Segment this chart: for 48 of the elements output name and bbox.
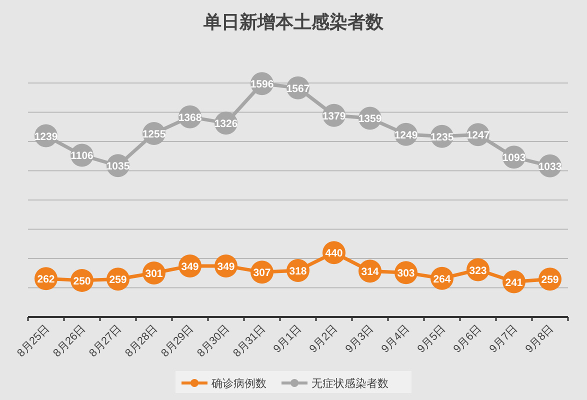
x-tick-label: 9月1日 — [271, 322, 304, 356]
data-label: 1106 — [70, 150, 94, 162]
x-tick-label: 8月25日 — [15, 322, 52, 360]
x-tick-label: 9月2日 — [307, 322, 340, 356]
data-label: 349 — [181, 260, 199, 273]
data-label: 307 — [253, 267, 271, 280]
legend-label: 确诊病例数 — [210, 377, 266, 390]
data-label: 241 — [505, 276, 523, 289]
x-tick-label: 8月27日 — [87, 322, 124, 360]
data-label: 264 — [433, 273, 451, 286]
x-tick-label: 8月28日 — [123, 322, 160, 360]
data-label: 1359 — [358, 113, 382, 126]
data-label: 1093 — [502, 152, 526, 164]
data-label: 1033 — [538, 160, 562, 173]
data-label: 1035 — [106, 160, 130, 173]
x-tick-label: 9月7日 — [487, 322, 520, 356]
x-tick-label: 8月30日 — [195, 322, 232, 360]
data-label: 1247 — [466, 130, 490, 142]
x-tick-label: 8月31日 — [231, 322, 268, 360]
x-tick-label: 8月26日 — [51, 322, 88, 360]
data-label: 440 — [325, 248, 343, 260]
x-tick-label: 9月8日 — [523, 322, 556, 356]
data-label: 1239 — [34, 130, 58, 143]
data-label: 1235 — [430, 131, 454, 144]
data-label: 259 — [109, 274, 127, 286]
data-label: 259 — [541, 274, 559, 286]
data-label: 1379 — [322, 110, 346, 122]
legend-label: 无症状感染者数 — [312, 377, 388, 390]
data-label: 1326 — [214, 118, 238, 130]
data-label: 303 — [397, 268, 415, 280]
data-label: 1368 — [178, 112, 202, 124]
x-tick-label: 8月29日 — [159, 322, 196, 360]
x-tick-label: 9月4日 — [379, 322, 412, 356]
data-label: 1249 — [394, 129, 418, 142]
x-tick-label: 9月5日 — [415, 322, 448, 356]
data-label: 1255 — [142, 128, 166, 140]
x-tick-label: 9月3日 — [343, 322, 376, 356]
data-label: 318 — [289, 265, 307, 278]
data-label: 1596 — [250, 78, 274, 91]
data-label: 323 — [469, 264, 487, 277]
x-tick-label: 9月6日 — [451, 322, 484, 356]
data-label: 262 — [37, 274, 55, 286]
chart-title: 单日新增本土感染者数 — [202, 12, 384, 32]
data-label: 1567 — [286, 82, 310, 95]
data-label: 349 — [217, 260, 235, 273]
data-label: 250 — [73, 275, 91, 288]
data-label: 314 — [361, 266, 379, 278]
data-label: 301 — [145, 268, 163, 280]
